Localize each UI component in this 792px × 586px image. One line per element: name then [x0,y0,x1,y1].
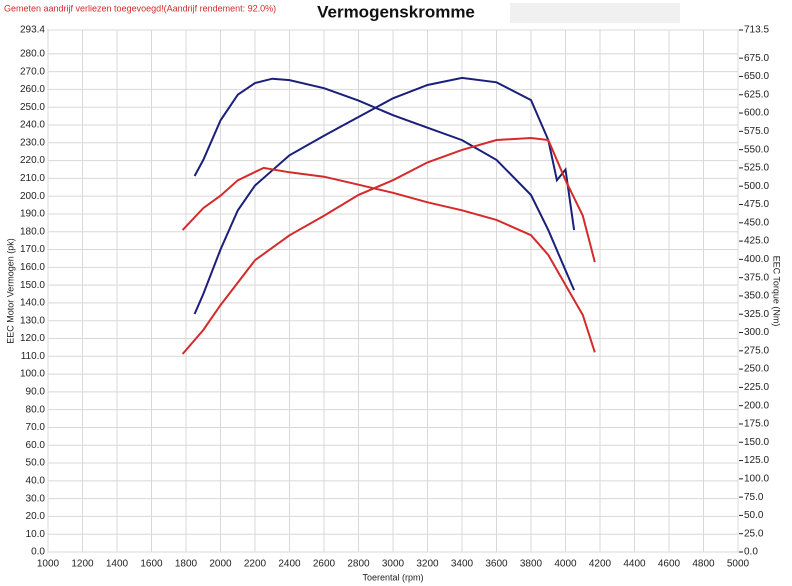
x-tick-label: 2600 [313,559,336,570]
data-line [181,166,596,353]
y2-tick-label: 600.0 [744,108,769,119]
x-axis-label: Toerental (rpm) [362,572,423,582]
chart-subtitle: Gemeten aandrijf verliezen toegevoegd!(A… [4,3,276,13]
y2-tick-label: 25.0 [744,528,764,539]
y-tick-label: 90.0 [26,387,46,398]
y-tick-label: 200.0 [20,191,45,202]
y-tick-label: 100.0 [20,369,45,380]
x-tick-label: 1000 [37,559,60,570]
y-tick-label: 10.0 [26,529,46,540]
y2-tick-label: 150.0 [744,437,769,448]
y-tick-label: 270.0 [20,66,45,77]
x-tick-label: 3600 [485,559,508,570]
header-box [510,3,680,23]
x-tick-label: 1600 [140,559,163,570]
x-tick-label: 4800 [692,559,715,570]
y2-tick-label: 300.0 [744,327,769,338]
y2-tick-label: 575.0 [744,126,769,137]
data-line [193,77,576,291]
y2-tick-label: 250.0 [744,364,769,375]
y2-tick-label: 175.0 [744,419,769,430]
y2-tick-label: 500.0 [744,181,769,192]
y-tick-label: 180.0 [20,226,45,237]
x-tick-label: 1200 [71,559,94,570]
y-tick-label: 70.0 [26,422,46,433]
x-tick-label: 1400 [106,559,129,570]
x-tick-label: 3000 [382,559,405,570]
y2-tick-label: 50.0 [744,510,764,521]
y2-tick-label: 550.0 [744,144,769,155]
x-tick-label: 3400 [451,559,474,570]
y-tick-label: 240.0 [20,120,45,131]
y2-tick-label: 0.0 [744,547,758,558]
y2-tick-label: 713.5 [744,25,769,36]
y2-tick-label: 375.0 [744,272,769,283]
x-tick-label: 5000 [727,559,750,570]
y-tick-label: 210.0 [20,173,45,184]
x-tick-label: 1800 [175,559,198,570]
x-tick-label: 2400 [278,559,301,570]
y-tick-label: 140.0 [20,298,45,309]
y-tick-label: 20.0 [26,511,46,522]
data-line [193,76,576,315]
y-tick-label: 280.0 [20,48,45,59]
y-tick-label: 230.0 [20,137,45,148]
x-tick-label: 3800 [520,559,543,570]
y2-tick-label: 200.0 [744,400,769,411]
y-tick-label: 120.0 [20,333,45,344]
y-tick-label: 40.0 [26,475,46,486]
chart-title: Vermogenskromme [317,2,475,21]
y-tick-label: 50.0 [26,458,46,469]
y2-tick-label: 425.0 [744,236,769,247]
y-tick-label: 220.0 [20,155,45,166]
y2-tick-label: 350.0 [744,291,769,302]
x-tick-label: 4200 [589,559,612,570]
y-tick-label: 110.0 [21,351,46,362]
y-tick-label: 260.0 [20,84,45,95]
y2-axis-label: EEC Torque (Nm) [772,256,782,327]
y2-tick-label: 325.0 [744,309,769,320]
x-tick-label: 2000 [209,559,232,570]
y-tick-label: 190.0 [20,209,45,220]
y-tick-label: 80.0 [26,404,46,415]
y2-tick-label: 650.0 [744,71,769,82]
y-tick-label: 250.0 [20,102,45,113]
y2-tick-label: 125.0 [744,455,769,466]
y2-tick-label: 400.0 [744,254,769,265]
y-tick-label: 293.4 [20,25,45,36]
x-tick-label: 3200 [416,559,439,570]
y-tick-label: 0.0 [31,547,45,558]
y2-tick-label: 275.0 [744,345,769,356]
x-tick-label: 4400 [623,559,646,570]
y-axis-label: EEC Motor Vermogen (pk) [5,238,15,344]
y-tick-label: 170.0 [20,244,45,255]
x-tick-label: 2800 [347,559,370,570]
y2-tick-label: 625.0 [744,89,769,100]
y2-tick-label: 475.0 [744,199,769,210]
y-tick-label: 150.0 [20,280,45,291]
x-tick-label: 4600 [658,559,681,570]
data-line [181,136,596,355]
y-tick-label: 160.0 [20,262,45,273]
y-tick-label: 130.0 [20,315,45,326]
y2-tick-label: 100.0 [744,473,769,484]
x-tick-label: 4000 [554,559,577,570]
y2-tick-label: 525.0 [744,163,769,174]
x-tick-label: 2200 [244,559,267,570]
y2-tick-label: 675.0 [744,53,769,64]
y-tick-label: 60.0 [26,440,46,451]
y2-tick-label: 225.0 [744,382,769,393]
y-tick-label: 30.0 [26,493,46,504]
y2-tick-label: 450.0 [744,217,769,228]
y2-tick-label: 75.0 [744,492,764,503]
